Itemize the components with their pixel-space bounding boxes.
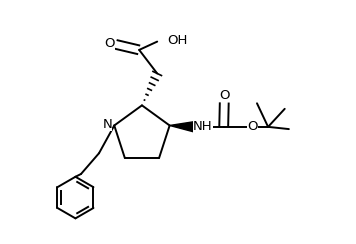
Text: N: N	[103, 118, 112, 131]
Text: O: O	[247, 120, 257, 133]
Text: OH: OH	[168, 34, 188, 47]
Text: NH: NH	[193, 120, 213, 133]
Text: O: O	[104, 37, 115, 50]
Polygon shape	[170, 121, 196, 132]
Text: O: O	[219, 89, 230, 102]
